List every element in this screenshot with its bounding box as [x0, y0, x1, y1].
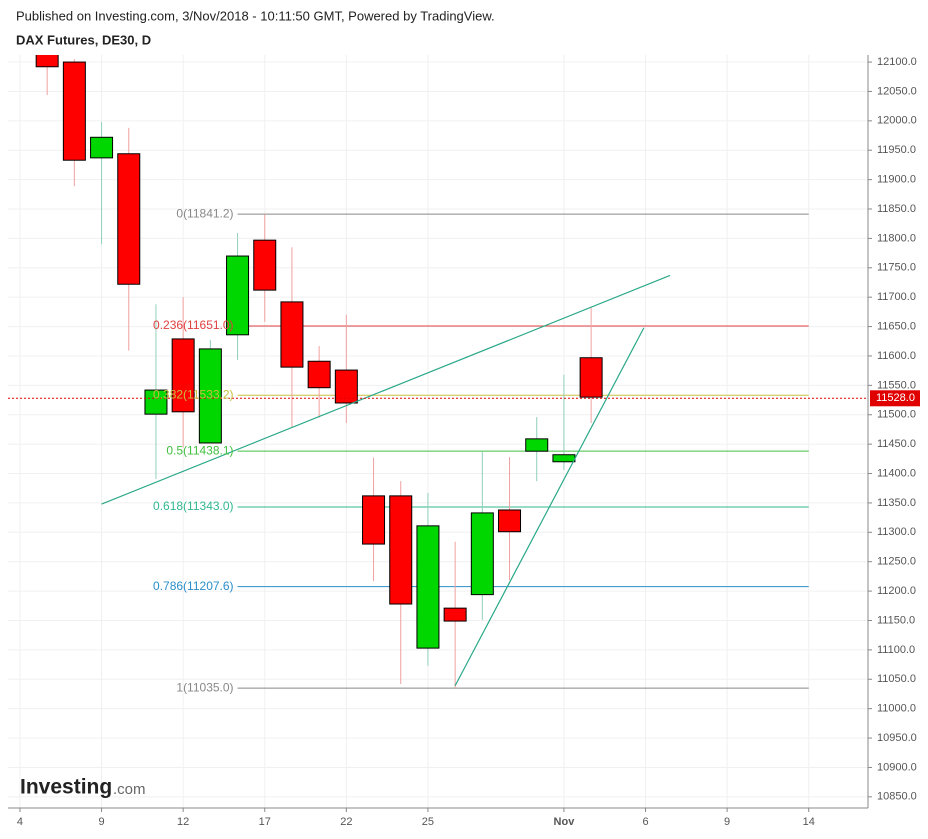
fib-label: 0.236(11651.0) — [153, 318, 234, 332]
watermark-suffix: .com — [113, 781, 146, 798]
y-tick-label: 10950.0 — [877, 732, 917, 744]
candle-body — [62, 61, 86, 161]
y-tick-label: 11350.0 — [877, 497, 916, 509]
x-tick-label: 6 — [642, 816, 648, 828]
candle-body — [579, 357, 603, 398]
fib-label: 0.618(11343.0) — [153, 499, 234, 513]
price-tag — [870, 390, 920, 407]
candle-body — [171, 338, 195, 413]
y-tick-label: 12050.0 — [877, 85, 917, 97]
y-tick-label: 11650.0 — [877, 320, 916, 332]
trendline — [101, 274, 671, 505]
x-tick-label: Nov — [554, 816, 576, 828]
fib-label: 1(11035.0) — [176, 680, 233, 694]
y-tick-label: 11050.0 — [877, 673, 916, 685]
y-tick-label: 11700.0 — [877, 291, 916, 303]
y-tick-label: 11500.0 — [877, 409, 916, 421]
candle-body — [144, 389, 168, 415]
candle-body — [307, 360, 331, 389]
candle-body — [416, 525, 440, 649]
candle-body — [362, 495, 386, 545]
x-tick-label: 14 — [803, 816, 815, 828]
y-tick-label: 11200.0 — [877, 585, 916, 597]
y-tick-label: 12000.0 — [877, 115, 917, 127]
candle-body — [280, 301, 304, 368]
x-tick-label: 22 — [340, 816, 352, 828]
y-tick-label: 11800.0 — [877, 232, 916, 244]
trendline — [454, 327, 645, 687]
x-tick-label: 9 — [98, 816, 104, 828]
y-tick-label: 12100.0 — [877, 56, 917, 68]
candle-body — [90, 136, 114, 159]
x-tick-label: 4 — [17, 816, 23, 828]
candle-body — [470, 512, 494, 596]
candle-body — [552, 454, 576, 463]
candle-body — [226, 255, 250, 336]
candle-body — [525, 438, 549, 452]
fib-label: 0.786(11207.6) — [153, 579, 234, 593]
fib-label: 0.382(11533.2) — [153, 387, 234, 401]
y-tick-label: 11450.0 — [877, 438, 916, 450]
y-tick-label: 11750.0 — [877, 262, 916, 274]
candle-body — [443, 607, 467, 622]
y-tick-label: 11950.0 — [877, 144, 916, 156]
y-tick-label: 11900.0 — [877, 174, 916, 186]
y-tick-label: 10850.0 — [877, 791, 917, 803]
x-tick-label: 17 — [259, 816, 271, 828]
candle-body — [117, 153, 141, 285]
fib-label: 0.5(11438.1) — [166, 443, 233, 457]
y-tick-label: 11300.0 — [877, 526, 916, 538]
candle-body — [198, 348, 222, 444]
candle-body — [334, 369, 358, 404]
y-tick-label: 11150.0 — [877, 614, 915, 626]
candle-body — [389, 495, 413, 605]
published-note: Published on Investing.com, 3/Nov/2018 -… — [16, 8, 495, 23]
y-tick-label: 11850.0 — [877, 203, 916, 215]
chart-title: DAX Futures, DE30, D — [16, 32, 151, 47]
y-tick-label: 11000.0 — [877, 703, 916, 715]
candle-body — [35, 55, 59, 68]
price-tag-label: 11528.0 — [876, 392, 915, 404]
x-tick-label: 25 — [422, 816, 434, 828]
y-tick-label: 10900.0 — [877, 761, 917, 773]
candle-body — [498, 509, 522, 533]
watermark: Investing — [20, 776, 112, 799]
candle-body — [253, 239, 277, 291]
x-tick-label: 12 — [177, 816, 189, 828]
y-tick-label: 11100.0 — [877, 644, 915, 656]
y-tick-label: 11250.0 — [877, 556, 916, 568]
y-tick-label: 11550.0 — [877, 379, 916, 391]
fib-label: 0(11841.2) — [176, 206, 233, 220]
x-tick-label: 9 — [724, 816, 730, 828]
y-tick-label: 11400.0 — [877, 467, 916, 479]
y-tick-label: 11600.0 — [877, 350, 916, 362]
